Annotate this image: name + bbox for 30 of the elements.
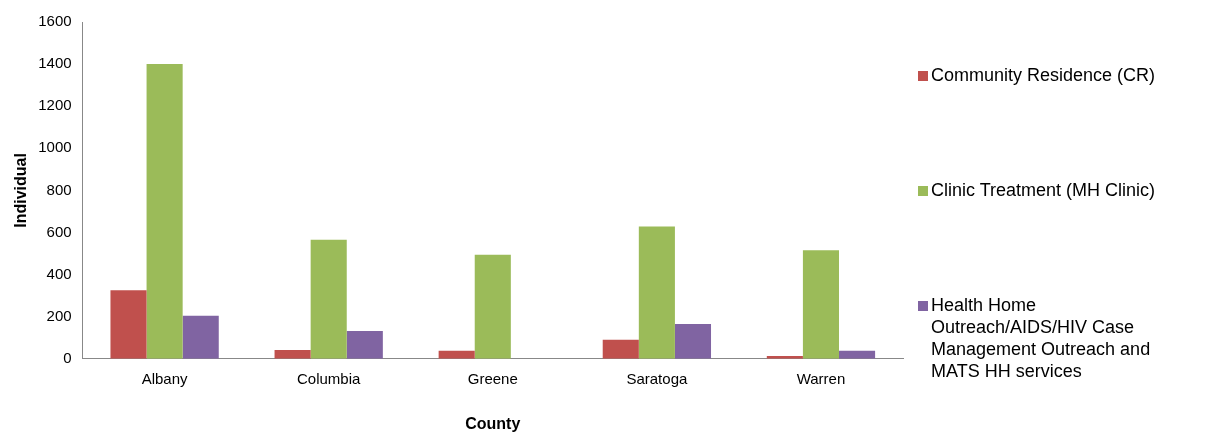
bar <box>602 339 639 359</box>
y-tick-label: 0 <box>63 348 72 366</box>
legend-label: Clinic Treatment (MH Clinic) <box>931 179 1157 201</box>
bar <box>182 315 219 359</box>
bar <box>346 331 383 359</box>
x-tick-label: Saratoga <box>626 369 688 387</box>
x-tick-label: Columbia <box>297 369 362 387</box>
bar <box>274 349 311 359</box>
y-tick-label: 600 <box>46 222 72 240</box>
x-tick-label: Albany <box>141 369 189 387</box>
x-tick-label: Warren <box>796 369 846 387</box>
legend-label: Health Home Outreach/AIDS/HIV Case Management Outreach and MATS HH services <box>931 293 1152 382</box>
y-tick-label: 200 <box>46 306 72 324</box>
x-tick-label: Greene <box>467 369 518 387</box>
bar <box>110 290 147 359</box>
legend-label: Community Residence (CR) <box>931 64 1157 87</box>
bar <box>474 254 511 359</box>
y-tick-label: 1400 <box>38 54 72 72</box>
bar <box>674 324 712 359</box>
bar <box>802 250 840 359</box>
y-tick-label: 1200 <box>38 96 72 114</box>
y-tick-label: 400 <box>46 264 72 282</box>
bar <box>638 226 675 359</box>
y-tick-label: 1600 <box>38 12 72 30</box>
bar <box>310 239 347 359</box>
y-tick-label: 800 <box>46 180 72 198</box>
bar <box>146 64 183 359</box>
y-tick-label: 1000 <box>38 138 72 156</box>
y-axis-title: Individual <box>12 153 30 228</box>
x-axis-title: County <box>465 414 521 432</box>
